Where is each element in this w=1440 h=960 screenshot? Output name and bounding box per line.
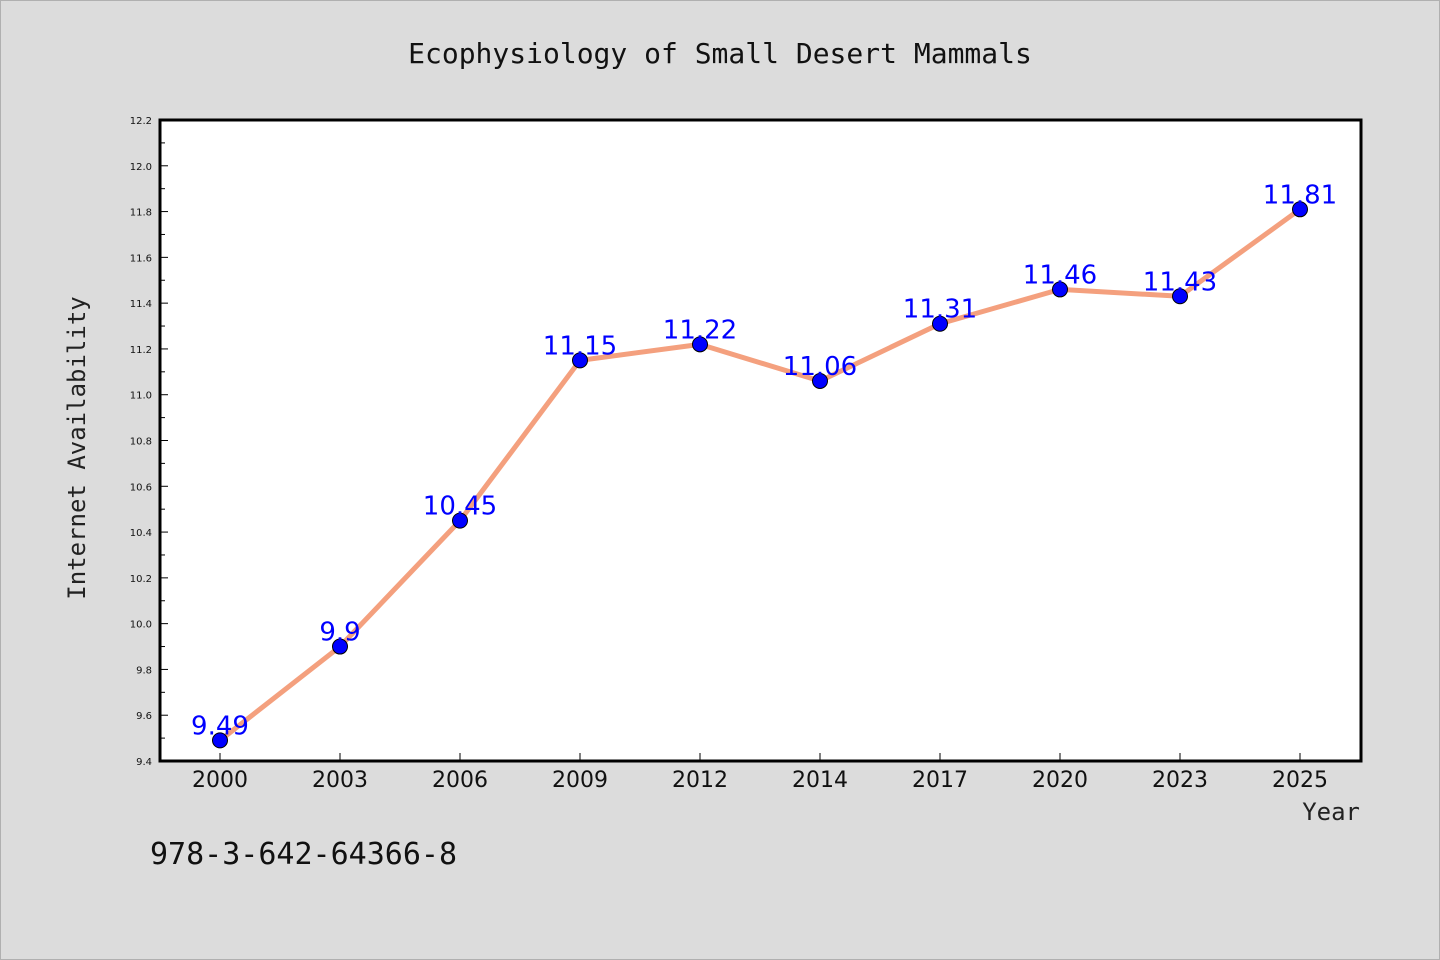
data-point (452, 512, 468, 529)
data-label: 9.9 (319, 618, 360, 648)
x-axis-label: Year (1302, 798, 1360, 826)
y-tick-label: 10.6 (130, 482, 152, 493)
y-axis-label: Internet Availability (63, 296, 91, 599)
y-tick-label: 10.4 (130, 528, 152, 539)
x-tick-label: 2017 (912, 768, 968, 793)
x-tick-label: 2003 (312, 768, 368, 793)
data-label: 11.15 (543, 331, 617, 361)
data-point (692, 336, 708, 353)
data-point (212, 732, 228, 749)
data-label: 10.45 (423, 492, 497, 522)
y-tick-label: 11.4 (130, 299, 152, 310)
data-label: 9.49 (191, 711, 249, 741)
data-label: 11.81 (1263, 180, 1337, 210)
x-tick-label: 2020 (1032, 768, 1088, 793)
y-tick-label: 10.8 (130, 437, 152, 448)
y-axis: 9.4 9.6 9.8 10.0 10.2 10.4 10.6 10.8 11.0 11.2 11.… (130, 116, 168, 768)
series-group: 9.49 9.9 10.45 11.15 11.22 11.06 11.31 11.46 11.… (191, 180, 1337, 749)
data-point (1172, 288, 1188, 305)
x-tick-label: 2006 (432, 768, 488, 793)
y-tick-label: 11.0 (130, 391, 152, 402)
data-label: 11.06 (783, 352, 857, 382)
x-tick-label: 2023 (1152, 768, 1208, 793)
x-axis: 2000 2003 2006 2009 2012 2014 2017 2020 2023 2025 (192, 753, 1328, 793)
x-tick-label: 2000 (192, 768, 248, 793)
y-tick-label: 9.4 (136, 757, 152, 768)
y-tick-label: 11.6 (130, 253, 152, 264)
data-point (1292, 201, 1308, 218)
x-tick-label: 2025 (1272, 768, 1328, 793)
y-tick-label: 12.0 (130, 162, 152, 173)
data-label: 11.43 (1143, 267, 1217, 297)
series-line (217, 206, 1303, 743)
isbn-footnote: 978-3-642-64366-8 (150, 837, 457, 872)
x-tick-label: 2012 (672, 768, 728, 793)
x-tick-label: 2014 (792, 768, 848, 793)
data-point (572, 352, 588, 369)
y-tick-label: 12.2 (130, 116, 152, 127)
y-tick-label: 9.6 (136, 711, 152, 722)
data-point (932, 315, 948, 332)
data-point (332, 638, 348, 655)
data-point (812, 372, 828, 389)
y-tick-label: 9.8 (136, 665, 152, 676)
plot-area (158, 118, 1363, 763)
y-tick-label: 11.8 (130, 208, 152, 219)
chart-title: Ecophysiology of Small Desert Mammals (408, 37, 1032, 70)
x-tick-label: 2009 (552, 768, 608, 793)
y-tick-label: 11.2 (130, 345, 152, 356)
data-point (1052, 281, 1068, 298)
data-label: 11.46 (1023, 260, 1097, 290)
y-tick-label: 10.0 (130, 620, 152, 631)
data-label: 11.31 (903, 295, 977, 325)
y-tick-label: 10.2 (130, 574, 152, 585)
data-label: 11.22 (663, 315, 737, 345)
